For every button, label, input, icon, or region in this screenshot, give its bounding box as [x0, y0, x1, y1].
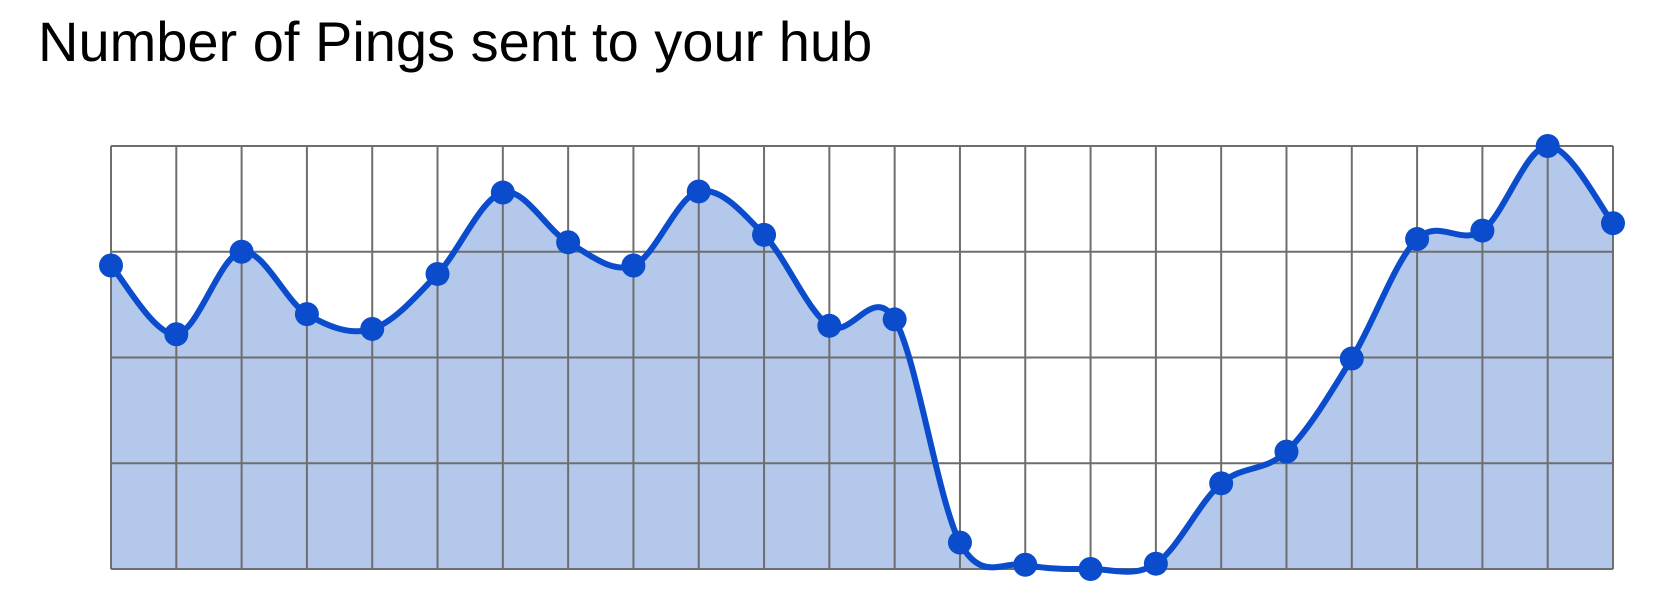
- data-point[interactable]: [1143, 551, 1168, 576]
- data-point[interactable]: [621, 253, 646, 278]
- data-point[interactable]: [556, 230, 581, 255]
- data-point[interactable]: [99, 253, 123, 278]
- data-point[interactable]: [882, 307, 907, 332]
- data-point[interactable]: [1405, 227, 1430, 252]
- data-point[interactable]: [1601, 211, 1625, 236]
- data-point[interactable]: [1078, 557, 1103, 581]
- data-point[interactable]: [360, 316, 385, 341]
- data-point[interactable]: [1013, 552, 1038, 577]
- data-point[interactable]: [164, 322, 189, 347]
- data-point[interactable]: [1209, 471, 1234, 496]
- data-point[interactable]: [294, 302, 319, 327]
- data-point[interactable]: [947, 530, 972, 555]
- data-point[interactable]: [1339, 346, 1364, 371]
- data-point[interactable]: [425, 261, 450, 286]
- data-point[interactable]: [1470, 218, 1495, 243]
- data-point[interactable]: [229, 239, 254, 264]
- data-point[interactable]: [817, 313, 842, 338]
- data-point[interactable]: [686, 179, 711, 204]
- data-point[interactable]: [752, 222, 777, 247]
- data-point[interactable]: [1274, 439, 1299, 464]
- data-point[interactable]: [490, 180, 515, 205]
- area-fill: [111, 145, 1613, 572]
- data-point[interactable]: [1535, 134, 1560, 158]
- chart-title: Number of Pings sent to your hub: [38, 10, 873, 73]
